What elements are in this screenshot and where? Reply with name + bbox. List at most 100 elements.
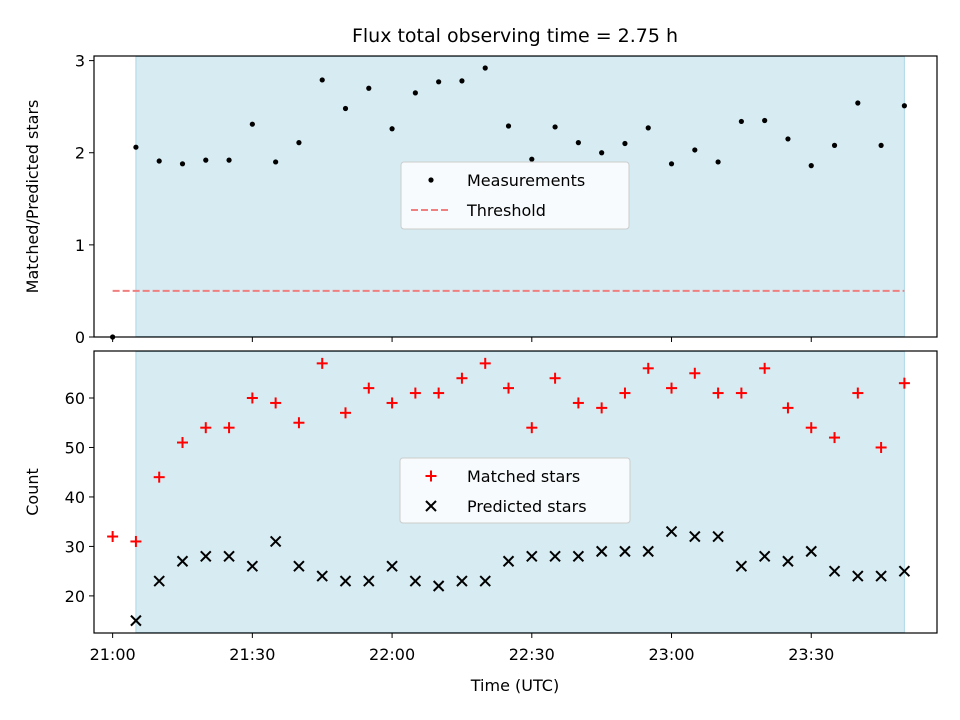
top-y-axis-label: Matched/Predicted stars <box>23 100 42 294</box>
measurement-point <box>575 140 581 146</box>
top-legend: Measurements Threshold <box>400 161 630 230</box>
measurement-point <box>436 79 442 85</box>
matched-point <box>526 422 538 434</box>
legend-matched-label: Matched stars <box>467 467 580 486</box>
x-tick-label: 23:00 <box>648 645 694 664</box>
measurement-point <box>878 142 884 148</box>
matched-point <box>270 397 282 409</box>
measurement-point <box>459 78 465 84</box>
predicted-point <box>363 575 375 587</box>
predicted-point <box>852 570 864 582</box>
y-tick-label: 0 <box>75 328 85 347</box>
legend-matched-marker <box>425 470 437 482</box>
y-tick-label: 30 <box>65 537 85 556</box>
predicted-point <box>572 550 585 563</box>
chart-title: Flux total observing time = 2.75 h <box>352 25 678 47</box>
predicted-point <box>549 550 561 563</box>
measurement-point <box>296 140 302 146</box>
predicted-point <box>456 575 468 587</box>
matched-point <box>479 357 491 369</box>
predicted-point <box>176 555 189 567</box>
matched-point <box>130 535 142 547</box>
measurement-point <box>599 150 605 156</box>
bottom-axes-frame <box>93 350 938 634</box>
measurement-point <box>831 142 838 148</box>
y-tick-label: 20 <box>65 587 85 606</box>
matched-point <box>293 417 305 429</box>
predicted-point <box>619 545 631 558</box>
matched-point <box>223 422 235 434</box>
measurement-point <box>855 100 861 106</box>
matched-point <box>503 382 515 394</box>
matched-point <box>829 432 841 444</box>
measurement-point <box>692 147 698 153</box>
measurement-point <box>412 90 418 96</box>
measurement-point <box>808 163 814 169</box>
matched-point <box>176 437 188 449</box>
bottom-panel: 20 30 40 50 60 21:00 21:30 22:00 22:30 23:00 23:3… <box>23 350 938 664</box>
matched-point <box>409 387 421 399</box>
y-tick-label: 60 <box>65 389 85 408</box>
matched-point <box>363 382 375 394</box>
predicted-point <box>293 560 305 572</box>
predicted-point <box>665 525 678 538</box>
measurement-point <box>482 65 488 71</box>
predicted-point <box>386 560 398 572</box>
measurement-point <box>715 159 721 165</box>
predicted-point <box>223 550 235 563</box>
bottom-legend: Matched stars Predicted stars <box>399 457 631 524</box>
matched-point <box>898 377 910 389</box>
matched-point <box>572 397 584 409</box>
bottom-y-ticks: 20 30 40 50 60 <box>65 389 94 606</box>
measurement-point <box>342 105 349 112</box>
matched-point <box>316 357 328 369</box>
measurement-point <box>785 136 791 142</box>
matched-point <box>596 402 608 414</box>
measurement-point <box>738 118 744 125</box>
predicted-point <box>782 555 794 567</box>
bottom-x-ticks: 21:00 21:30 22:00 22:30 23:00 23:30 <box>90 633 834 664</box>
predicted-point <box>642 545 654 558</box>
matched-point <box>200 422 212 434</box>
matched-point <box>246 392 258 404</box>
x-tick-label: 21:00 <box>90 645 136 664</box>
matched-point <box>386 397 398 409</box>
matched-point <box>340 407 352 419</box>
predicted-point <box>200 550 212 563</box>
y-tick-label: 3 <box>75 52 85 71</box>
x-axis-label: Time (UTC) <box>470 676 559 695</box>
bottom-legend-box <box>399 457 631 524</box>
matched-point <box>107 531 119 543</box>
legend-measurements-marker <box>428 177 434 183</box>
legend-predicted-label: Predicted stars <box>467 497 587 516</box>
measurement-point <box>762 117 768 124</box>
matched-point <box>875 441 887 453</box>
measurement-point <box>156 158 162 164</box>
y-tick-label: 1 <box>75 236 85 255</box>
predicted-point <box>502 555 515 567</box>
legend-predicted-marker <box>425 500 437 512</box>
measurement-point <box>668 161 675 167</box>
matched-point <box>782 402 794 414</box>
measurement-point <box>645 125 651 131</box>
predicted-point <box>409 575 422 587</box>
measurement-point <box>529 156 535 162</box>
matched-point <box>549 372 561 384</box>
measurement-point <box>552 124 558 130</box>
measurement-point <box>505 123 512 129</box>
top-legend-box <box>400 161 630 230</box>
matched-point <box>666 382 678 394</box>
measurement-point <box>389 126 395 132</box>
x-tick-label: 21:30 <box>229 645 275 664</box>
predicted-point <box>246 560 259 572</box>
predicted-point <box>875 570 887 582</box>
x-tick-label: 22:00 <box>369 645 415 664</box>
y-tick-label: 50 <box>65 438 85 457</box>
matched-point <box>642 362 654 374</box>
top-axes-frame <box>93 55 938 338</box>
matched-point <box>852 387 864 399</box>
predicted-point <box>898 565 911 577</box>
measurement-point <box>226 157 232 163</box>
matched-point <box>456 372 468 384</box>
